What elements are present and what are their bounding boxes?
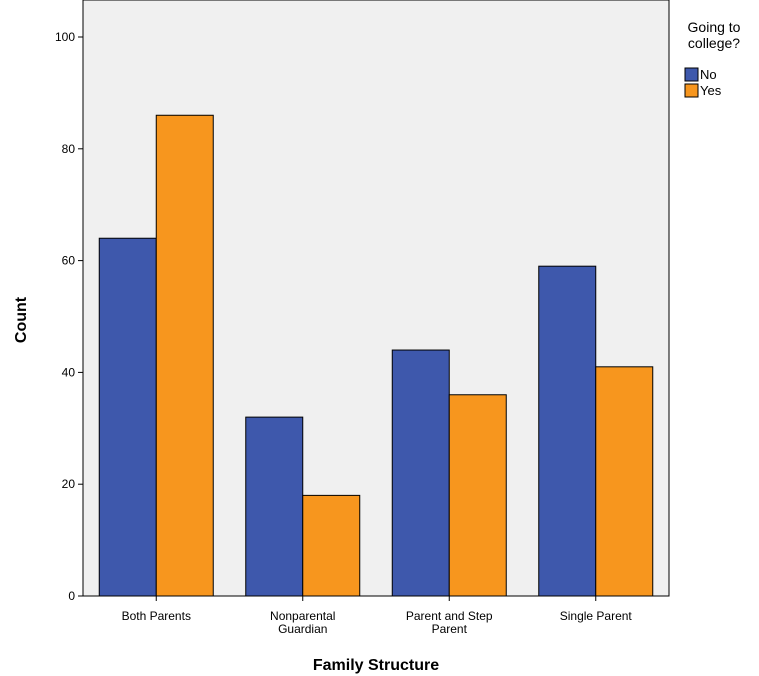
x-tick-label: Parent and Step Parent <box>406 609 493 636</box>
bar-yes <box>595 366 654 597</box>
bars-group <box>98 114 654 597</box>
y-tick-label: 40 <box>62 365 76 379</box>
bar-yes <box>448 394 507 597</box>
bar-no <box>391 349 450 597</box>
bar-no <box>538 265 597 597</box>
legend-label-yes: Yes <box>700 83 722 98</box>
legend-swatch-no <box>684 67 699 82</box>
legend-swatch-yes <box>684 83 699 98</box>
x-axis-title: Family Structure <box>313 657 439 674</box>
x-tick-label: Both Parents <box>122 609 191 623</box>
y-tick-label: 100 <box>55 30 75 44</box>
legend-label-no: No <box>700 67 717 82</box>
x-tick-label: Single Parent <box>560 609 633 623</box>
x-axis: Both Parents Nonparental Guardian Parent an… <box>122 596 633 636</box>
bar-no <box>98 237 157 597</box>
y-tick-label: 80 <box>62 142 76 156</box>
y-tick-label: 20 <box>62 477 76 491</box>
y-axis-title: Count <box>13 296 30 343</box>
x-tick-label: Nonparental Guardian <box>270 609 335 636</box>
legend-title: college? <box>688 35 740 51</box>
y-tick-label: 0 <box>68 589 75 603</box>
y-tick-label: 60 <box>62 254 76 268</box>
bar-no <box>245 416 304 597</box>
y-axis: 0 20 40 60 80 100 <box>55 30 83 603</box>
bar-yes <box>155 114 214 597</box>
legend-title: Going to <box>688 19 741 35</box>
bar-yes <box>302 494 361 597</box>
